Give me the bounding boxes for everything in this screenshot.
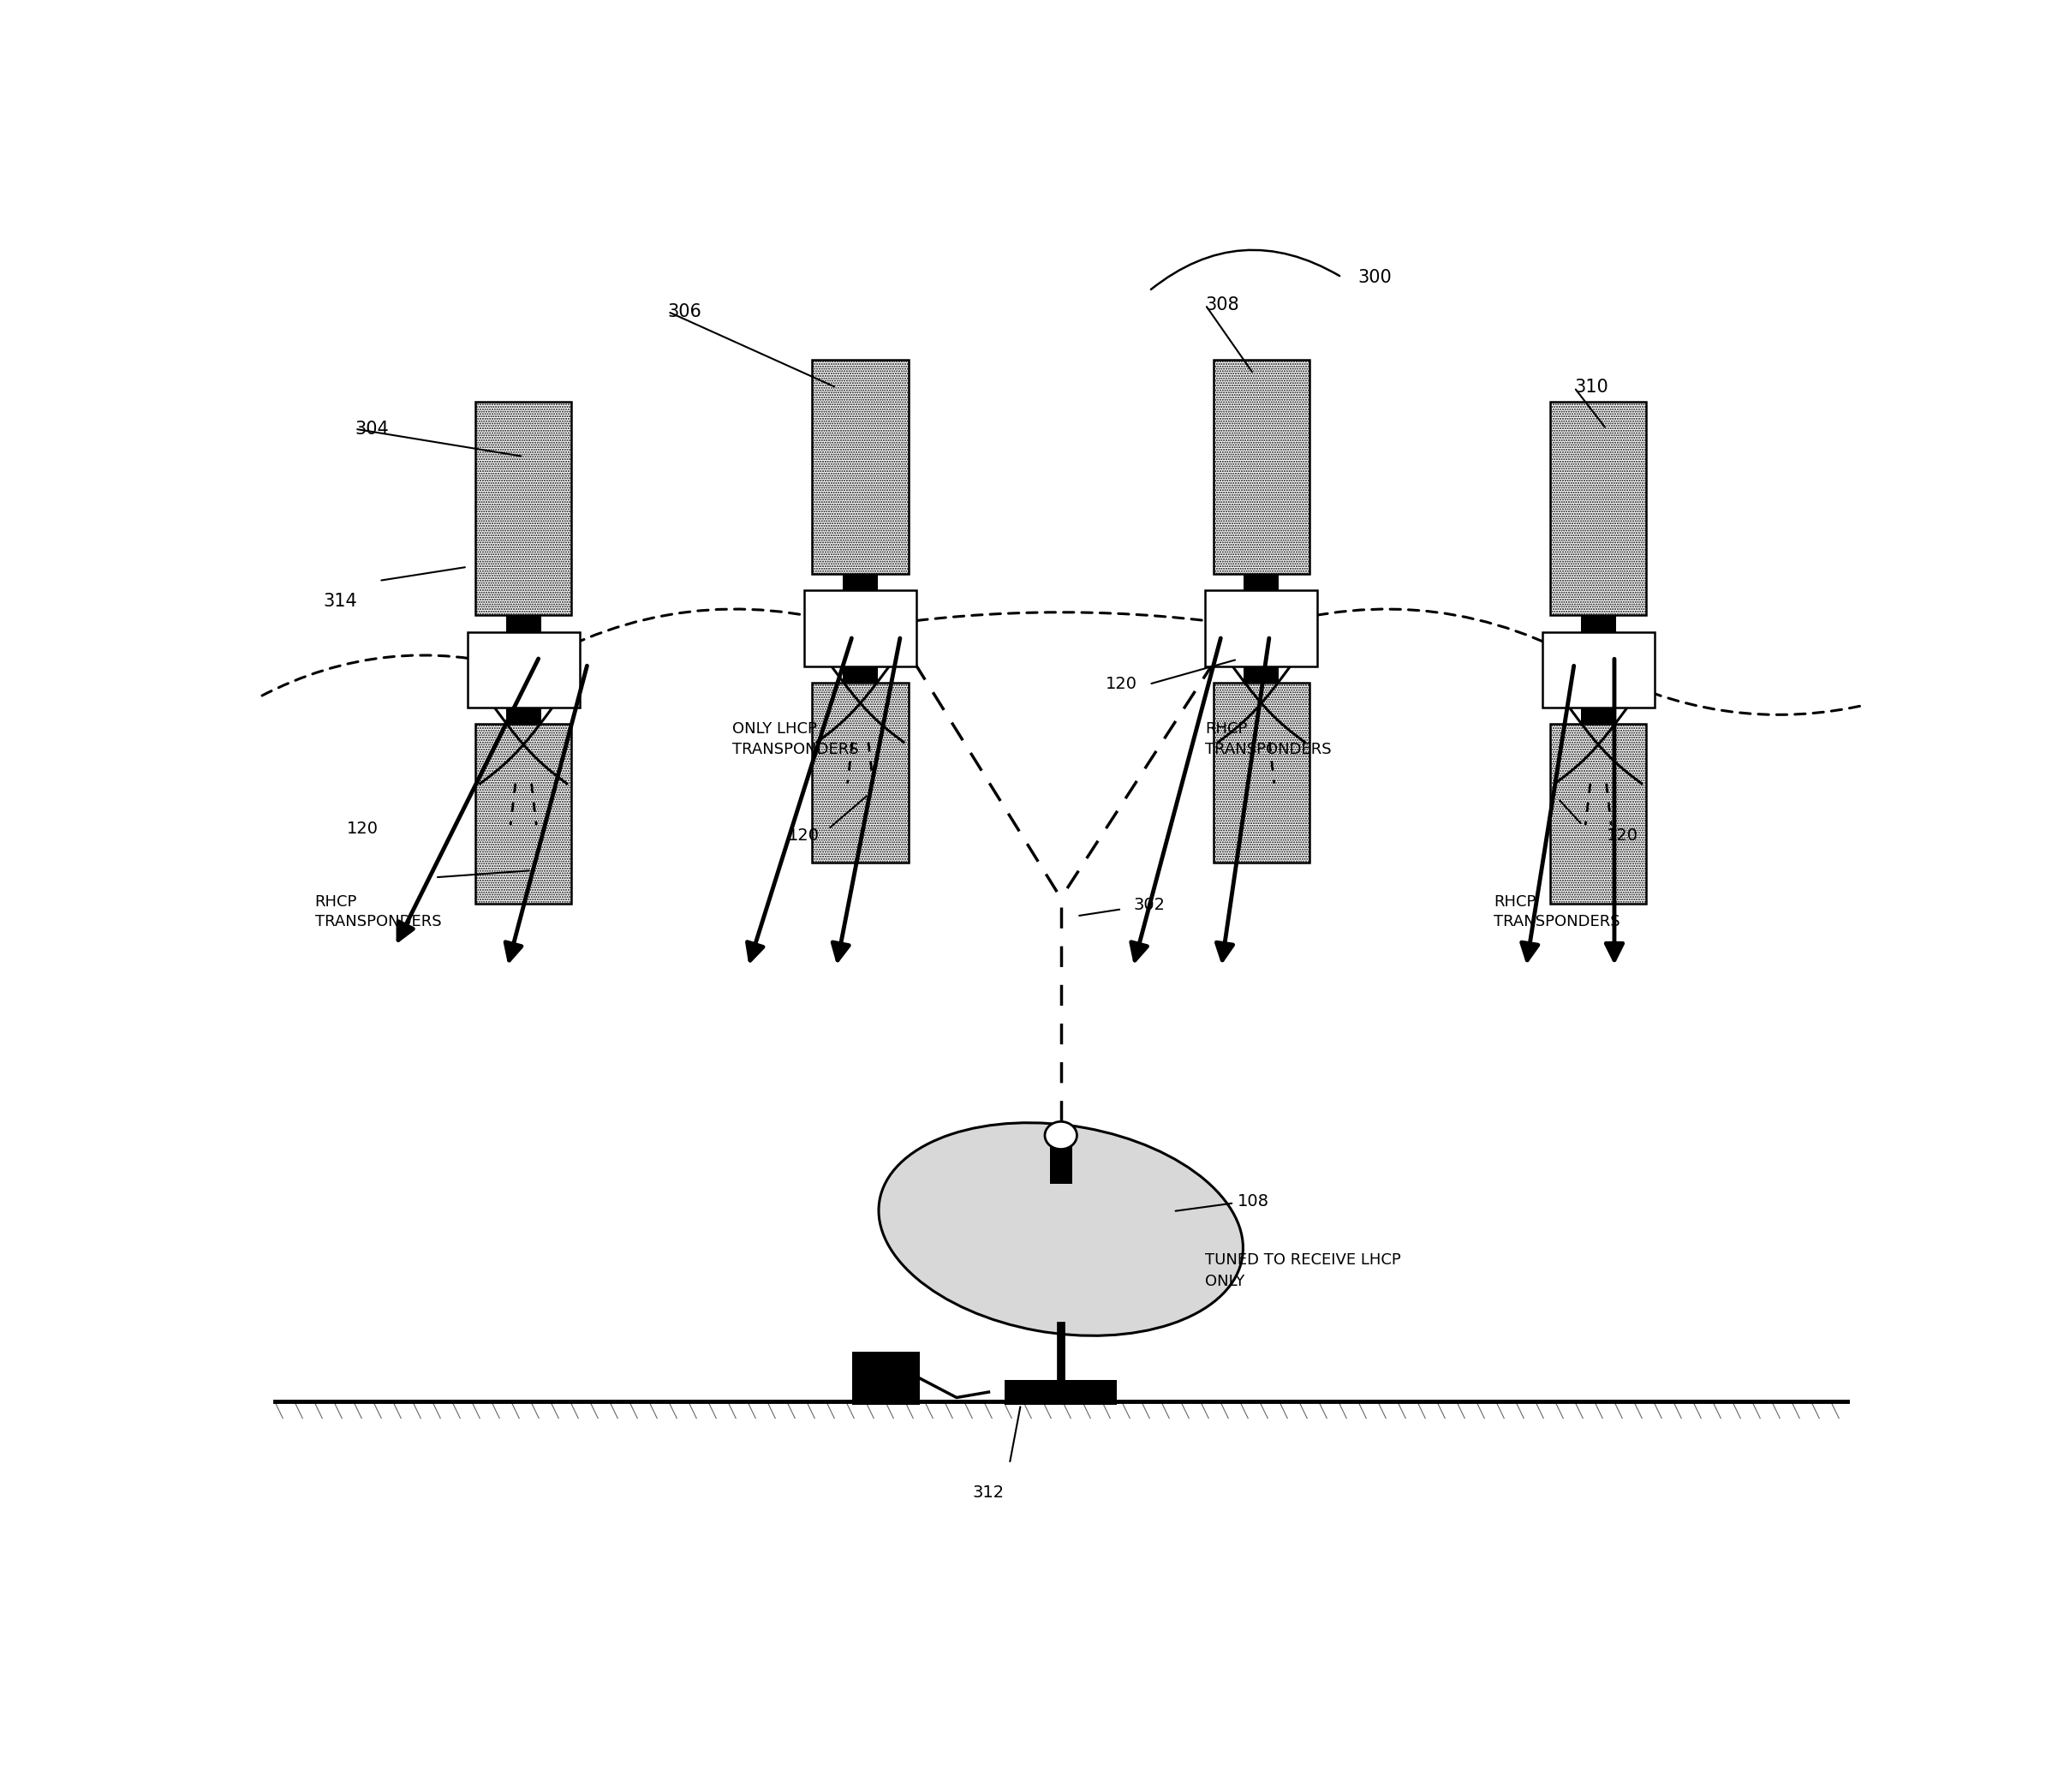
- FancyArrowPatch shape: [863, 613, 1259, 627]
- Text: RHCP
TRANSPONDERS: RHCP TRANSPONDERS: [1495, 894, 1621, 930]
- Bar: [505, 708, 540, 724]
- Bar: [842, 667, 878, 683]
- Bar: [1550, 724, 1646, 903]
- FancyArrowPatch shape: [1600, 670, 1892, 715]
- Bar: [853, 1351, 919, 1405]
- Text: 120: 120: [789, 828, 820, 844]
- Bar: [811, 683, 909, 862]
- Bar: [811, 683, 909, 862]
- Bar: [1213, 683, 1310, 862]
- Bar: [476, 401, 571, 615]
- Bar: [842, 573, 878, 590]
- Bar: [1049, 1136, 1072, 1185]
- Bar: [1244, 573, 1279, 590]
- Text: RHCP
TRANSPONDERS: RHCP TRANSPONDERS: [315, 894, 441, 930]
- Bar: [1205, 590, 1317, 667]
- Bar: [1213, 360, 1310, 573]
- Bar: [1581, 708, 1617, 724]
- Text: 306: 306: [669, 303, 702, 321]
- Bar: [1581, 615, 1617, 633]
- Circle shape: [1045, 1122, 1076, 1149]
- Bar: [1550, 724, 1646, 903]
- Bar: [811, 360, 909, 573]
- Bar: [1550, 401, 1646, 615]
- Bar: [1550, 401, 1646, 615]
- Bar: [811, 360, 909, 573]
- Bar: [1004, 1380, 1118, 1405]
- Bar: [1213, 683, 1310, 862]
- Text: 312: 312: [973, 1484, 1004, 1500]
- Bar: [1213, 360, 1310, 573]
- Bar: [476, 724, 571, 903]
- Text: RHCP
TRANSPONDERS: RHCP TRANSPONDERS: [1205, 722, 1331, 758]
- Text: 120: 120: [348, 821, 379, 837]
- Bar: [505, 615, 540, 633]
- FancyArrowPatch shape: [261, 656, 522, 695]
- Text: ONLY LHCP
TRANSPONDERS: ONLY LHCP TRANSPONDERS: [733, 722, 859, 758]
- Bar: [476, 724, 571, 903]
- Text: 300: 300: [1358, 269, 1391, 285]
- Text: TUNED TO RECEIVE LHCP
ONLY: TUNED TO RECEIVE LHCP ONLY: [1205, 1253, 1401, 1288]
- Text: 108: 108: [1238, 1193, 1269, 1210]
- Text: 314: 314: [323, 593, 356, 609]
- Bar: [476, 401, 571, 615]
- Bar: [1542, 633, 1654, 708]
- FancyArrowPatch shape: [1151, 249, 1339, 290]
- Ellipse shape: [878, 1124, 1244, 1335]
- Bar: [1244, 667, 1279, 683]
- Text: 120: 120: [1606, 828, 1637, 844]
- Text: 120: 120: [1105, 676, 1138, 692]
- Bar: [803, 590, 917, 667]
- Text: 310: 310: [1573, 378, 1608, 396]
- Text: 304: 304: [356, 421, 389, 437]
- Text: 302: 302: [1132, 896, 1165, 914]
- FancyArrowPatch shape: [526, 609, 859, 668]
- FancyArrowPatch shape: [1263, 609, 1596, 668]
- Text: 308: 308: [1205, 296, 1240, 314]
- Bar: [468, 633, 580, 708]
